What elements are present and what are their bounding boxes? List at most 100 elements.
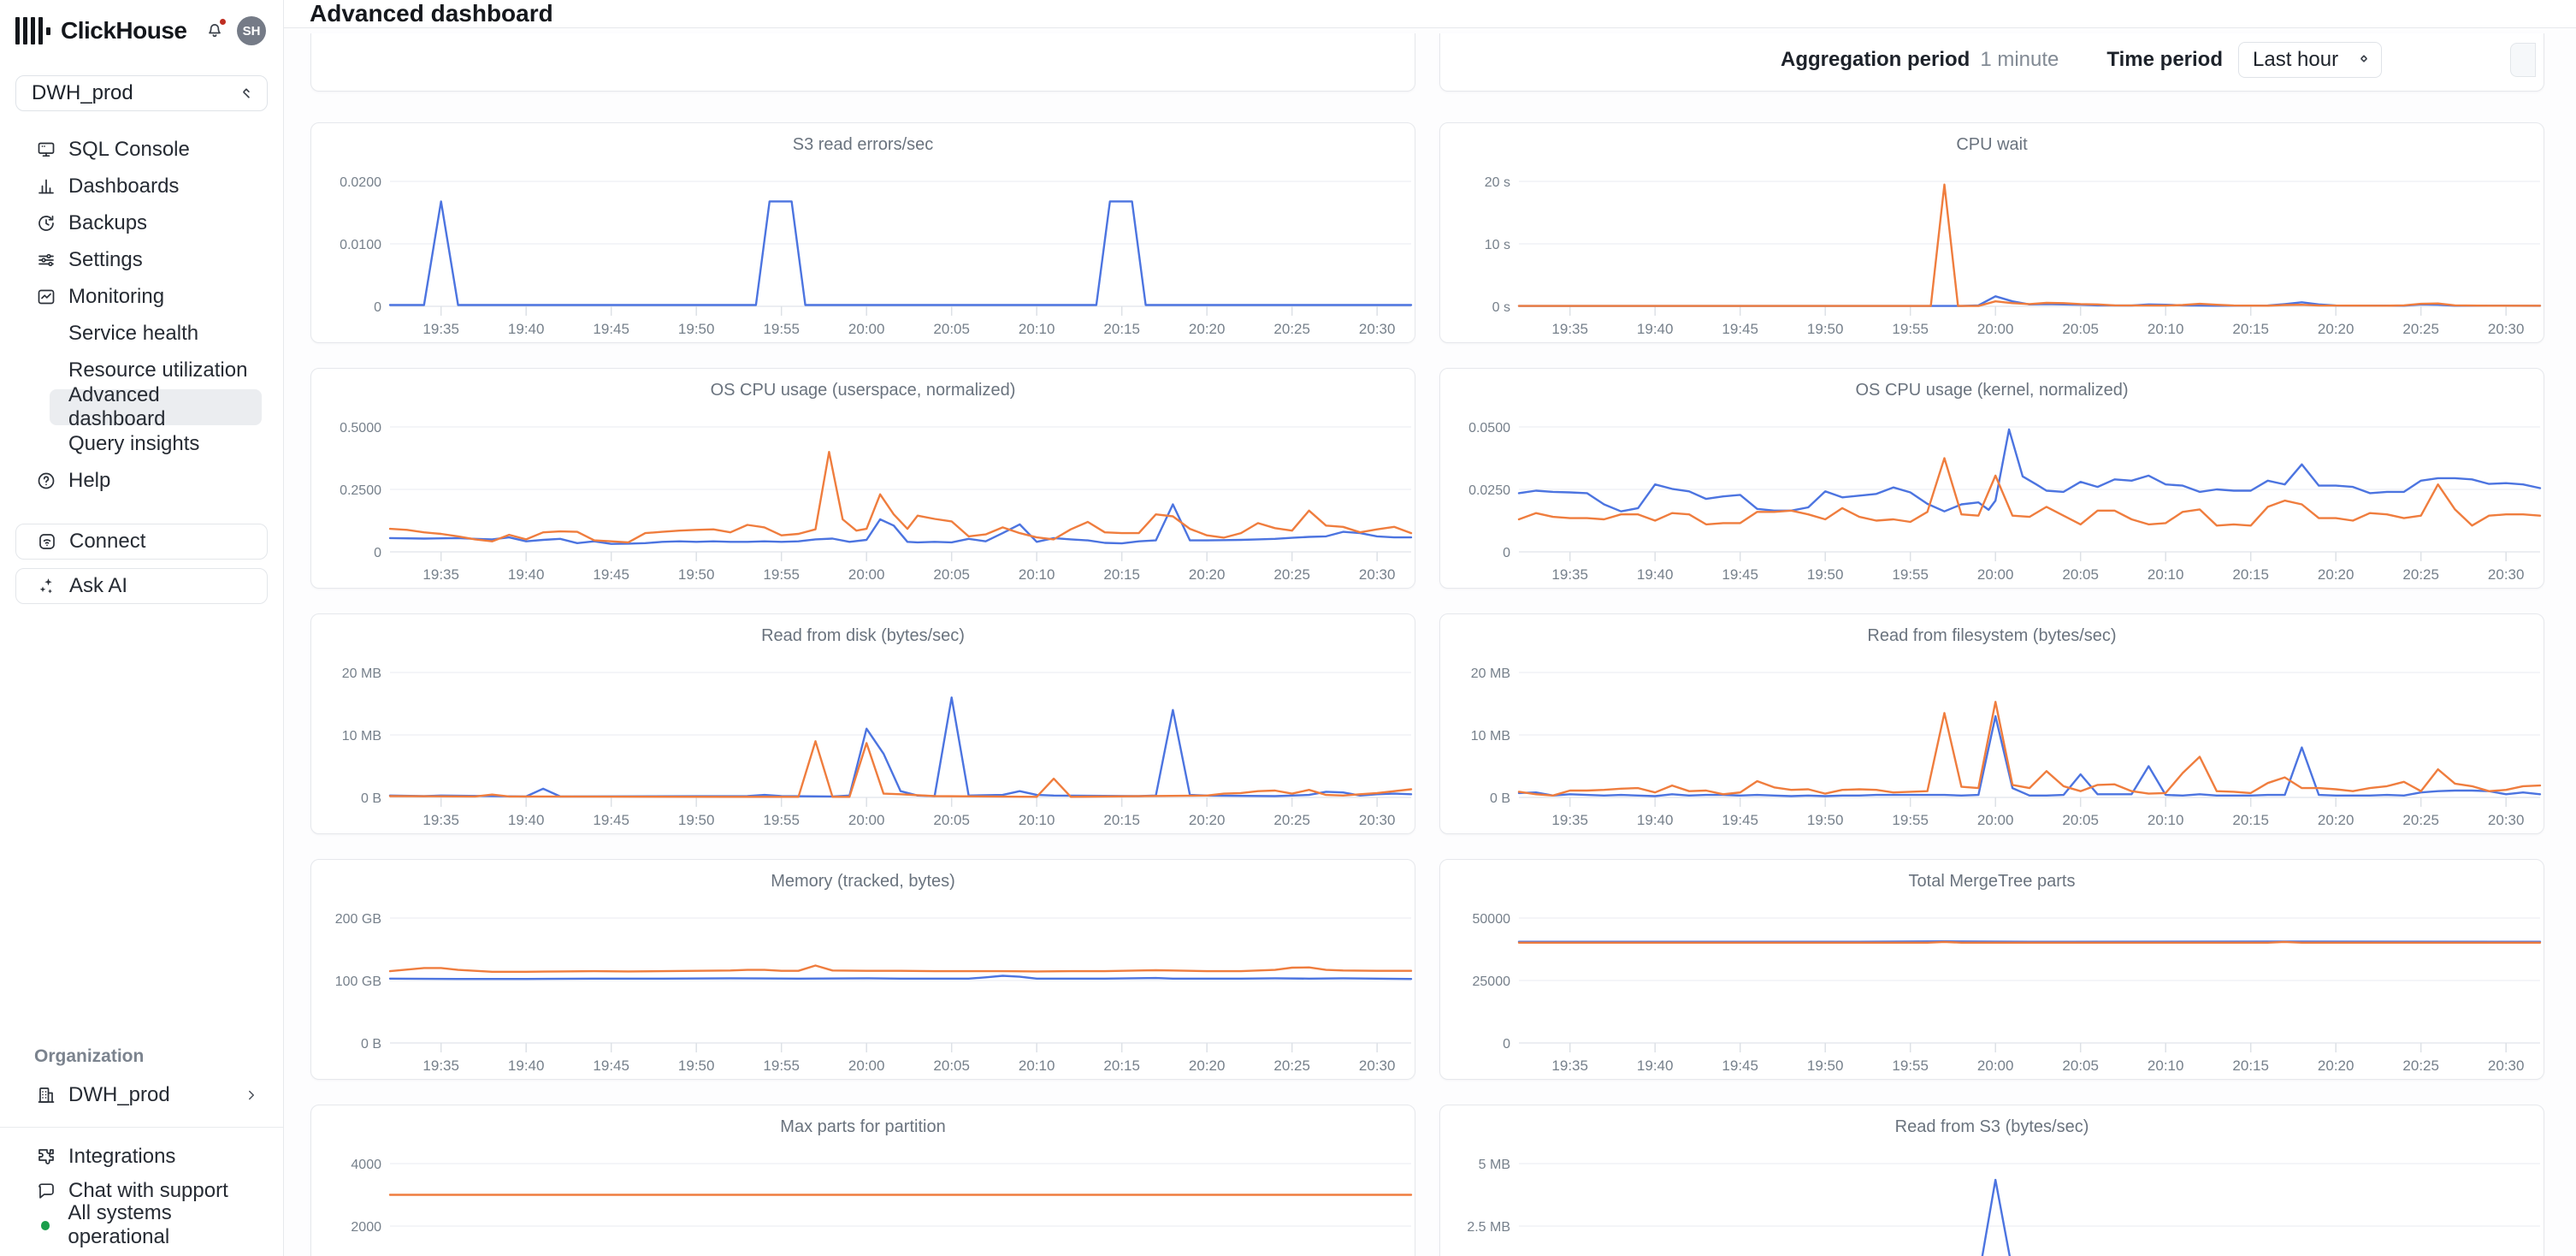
chart-plot[interactable]: 0.0500 0.0250 0 19:35 19:40 19:45 19:50 19:55 20…	[1440, 408, 2544, 589]
integrations-item[interactable]: Integrations	[15, 1140, 268, 1174]
chart-plot[interactable]: 40002000019:3519:4019:4519:5019:5520:002…	[311, 1145, 1415, 1256]
sidebar-item-query-insights[interactable]: Query insights	[68, 432, 200, 455]
x-axis-tick-label: 20:10	[2148, 1058, 2184, 1074]
sidebar-item-dashboards[interactable]: Dashboards	[15, 169, 268, 204]
connect-button[interactable]: Connect	[15, 524, 268, 560]
x-axis-tick-label: 19:50	[1807, 566, 1844, 583]
x-axis-tick-label: 20:15	[2232, 812, 2269, 828]
x-axis-tick-label: 20:15	[2232, 1058, 2269, 1074]
x-axis-tick-label: 19:55	[1892, 812, 1929, 828]
monitoring-icon	[38, 289, 55, 305]
y-axis-tick-label: 0 s	[1492, 300, 1510, 315]
x-axis-tick-label: 19:40	[508, 812, 545, 828]
chart-plot[interactable]: 5 MB2.5 MB0 B19:3519:4019:4519:5019:5520…	[1440, 1145, 2544, 1256]
y-axis-tick-label: 0.0250	[1468, 483, 1510, 498]
x-axis-tick-label: 19:45	[593, 1058, 629, 1074]
chart-card: Read from disk (bytes/sec) 20 MB 10 MB 0 B 1…	[310, 613, 1415, 834]
partial-chart-card	[310, 33, 1415, 92]
sidebar-item-settings[interactable]: Settings	[15, 242, 268, 278]
x-axis-tick-label: 20:10	[2148, 812, 2184, 828]
series-blue	[1981, 1178, 2012, 1256]
y-axis-tick-label: 10 MB	[342, 729, 381, 744]
chart-plot[interactable]: 20 s 10 s 0 s 19:35 19:40 19:45 19:50 19:55 20:0…	[1440, 163, 2544, 344]
x-axis-tick-label: 20:30	[1359, 321, 1396, 337]
x-axis-tick-label: 20:15	[1103, 321, 1140, 337]
x-axis-tick-label: 19:35	[1551, 566, 1588, 583]
clickhouse-logo-icon	[15, 16, 50, 45]
x-axis-tick-label: 19:35	[1551, 321, 1588, 337]
chart-plot[interactable]: 200 GB 100 GB 0 B 19:35 19:40 19:45 19:50 19:55…	[311, 899, 1415, 1081]
dashboard-toolbar: Aggregation period 1 minute Time period …	[1781, 39, 2536, 80]
service-selector[interactable]: DWH_prod	[15, 75, 268, 111]
system-status-item[interactable]: All systems operational	[15, 1201, 268, 1248]
series-blue	[1517, 714, 2542, 797]
sql-console-icon	[38, 142, 55, 157]
x-axis-tick-label: 20:00	[1977, 1058, 2014, 1074]
x-axis-tick-label: 20:30	[2488, 812, 2525, 828]
x-axis-tick-label: 20:30	[2488, 566, 2525, 583]
avatar[interactable]: SH	[237, 16, 266, 45]
organization-item[interactable]: DWH_prod	[15, 1077, 268, 1113]
x-axis-tick-label: 19:50	[1807, 321, 1844, 337]
y-axis-tick-label: 0	[1503, 546, 1510, 560]
x-axis-tick-label: 20:15	[1103, 1058, 1140, 1074]
x-axis-tick-label: 20:10	[1019, 812, 1055, 828]
chart-plot[interactable]: 0.5000 0.2500 0 19:35 19:40 19:45 19:50 19:55 20…	[311, 408, 1415, 589]
sidebar-item-backups[interactable]: Backups	[15, 205, 268, 241]
x-axis-tick-label: 19:40	[508, 566, 545, 583]
chart-plot[interactable]: 0.0200 0.0100 0 19:35 19:40 19:45 19:50 19:55 20…	[311, 163, 1415, 344]
sidebar-nav: SQL Console Dashboards Backups Settings …	[0, 132, 283, 500]
x-axis-tick-label: 20:05	[933, 321, 970, 337]
x-axis-tick-label: 20:00	[848, 812, 885, 828]
x-axis-tick-label: 20:00	[1977, 321, 2014, 337]
chart-title: Total MergeTree parts	[1908, 872, 2076, 891]
x-axis-tick-label: 19:50	[678, 566, 715, 583]
toolbar-side-button[interactable]	[2510, 43, 2536, 77]
dashboard-content: Aggregation period 1 minute Time period …	[284, 28, 2576, 1256]
x-axis-tick-label: 19:45	[593, 812, 629, 828]
time-period-select[interactable]: Last hour	[2238, 42, 2382, 78]
x-axis-tick-label: 20:05	[933, 566, 970, 583]
series-blue	[388, 975, 1413, 981]
chart-card: Read from S3 (bytes/sec) 5 MB2.5 MB0 B19:…	[1439, 1105, 2544, 1256]
chat-with-support-item[interactable]: Chat with support	[15, 1174, 268, 1208]
notifications-bell-icon[interactable]	[204, 17, 227, 42]
x-axis-tick-label: 20:20	[2318, 566, 2354, 583]
y-axis-tick-label: 0.0100	[340, 238, 381, 252]
x-axis-tick-label: 20:00	[848, 321, 885, 337]
chart-plot[interactable]: 20 MB 10 MB 0 B 19:35 19:40 19:45 19:50 19:55 20…	[1440, 654, 2544, 835]
chart-plot[interactable]: 20 MB 10 MB 0 B 19:35 19:40 19:45 19:50 19:55 20…	[311, 654, 1415, 835]
sidebar-item-help[interactable]: Help	[15, 463, 268, 499]
ask-ai-button[interactable]: Ask AI	[15, 568, 268, 604]
sidebar-item-monitoring[interactable]: Monitoring	[15, 279, 268, 315]
y-axis-tick-label: 0	[374, 300, 381, 315]
sidebar: ClickHouse SH DWH_prod SQL Console Dashb…	[0, 0, 284, 1256]
main-area: Advanced dashboard Aggregation period 1 …	[284, 0, 2576, 1256]
x-axis-tick-label: 20:20	[1189, 321, 1226, 337]
sidebar-item-sql-console[interactable]: SQL Console	[15, 132, 268, 168]
x-axis-tick-label: 20:15	[1103, 566, 1140, 583]
chart-title: Read from S3 (bytes/sec)	[1894, 1117, 2089, 1136]
organization-section: Organization DWH_prod	[0, 1046, 283, 1113]
sidebar-item-service-health[interactable]: Service health	[68, 322, 199, 345]
y-axis-tick-label: 0 B	[361, 791, 381, 806]
x-axis-tick-label: 20:30	[2488, 321, 2525, 337]
page-title: Advanced dashboard	[310, 0, 553, 27]
sidebar-item-resource-utilization[interactable]: Resource utilization	[68, 358, 248, 382]
chevron-right-icon	[249, 1090, 254, 1100]
x-axis-tick-label: 20:20	[2318, 812, 2354, 828]
sidebar-item-advanced-dashboard[interactable]: Advanced dashboard	[50, 383, 262, 430]
toolbar-strip: Aggregation period 1 minute Time period …	[310, 33, 2544, 92]
chart-card: Total MergeTree parts 50000 25000 0 19:35 19:…	[1439, 859, 2544, 1080]
x-axis-tick-label: 19:45	[1722, 566, 1758, 583]
x-axis-tick-label: 20:05	[2062, 566, 2099, 583]
y-axis-tick-label: 5 MB	[1479, 1158, 1510, 1172]
help-icon	[38, 472, 55, 489]
x-axis-tick-label: 19:50	[678, 321, 715, 337]
x-axis-tick-label: 19:35	[422, 812, 459, 828]
y-axis-tick-label: 10 s	[1485, 238, 1510, 252]
x-axis-tick-label: 20:20	[2318, 321, 2354, 337]
x-axis-tick-label: 19:50	[678, 812, 715, 828]
x-axis-tick-label: 20:10	[1019, 321, 1055, 337]
chart-plot[interactable]: 50000 25000 0 19:35 19:40 19:45 19:50 19:55 20:0…	[1440, 899, 2544, 1081]
